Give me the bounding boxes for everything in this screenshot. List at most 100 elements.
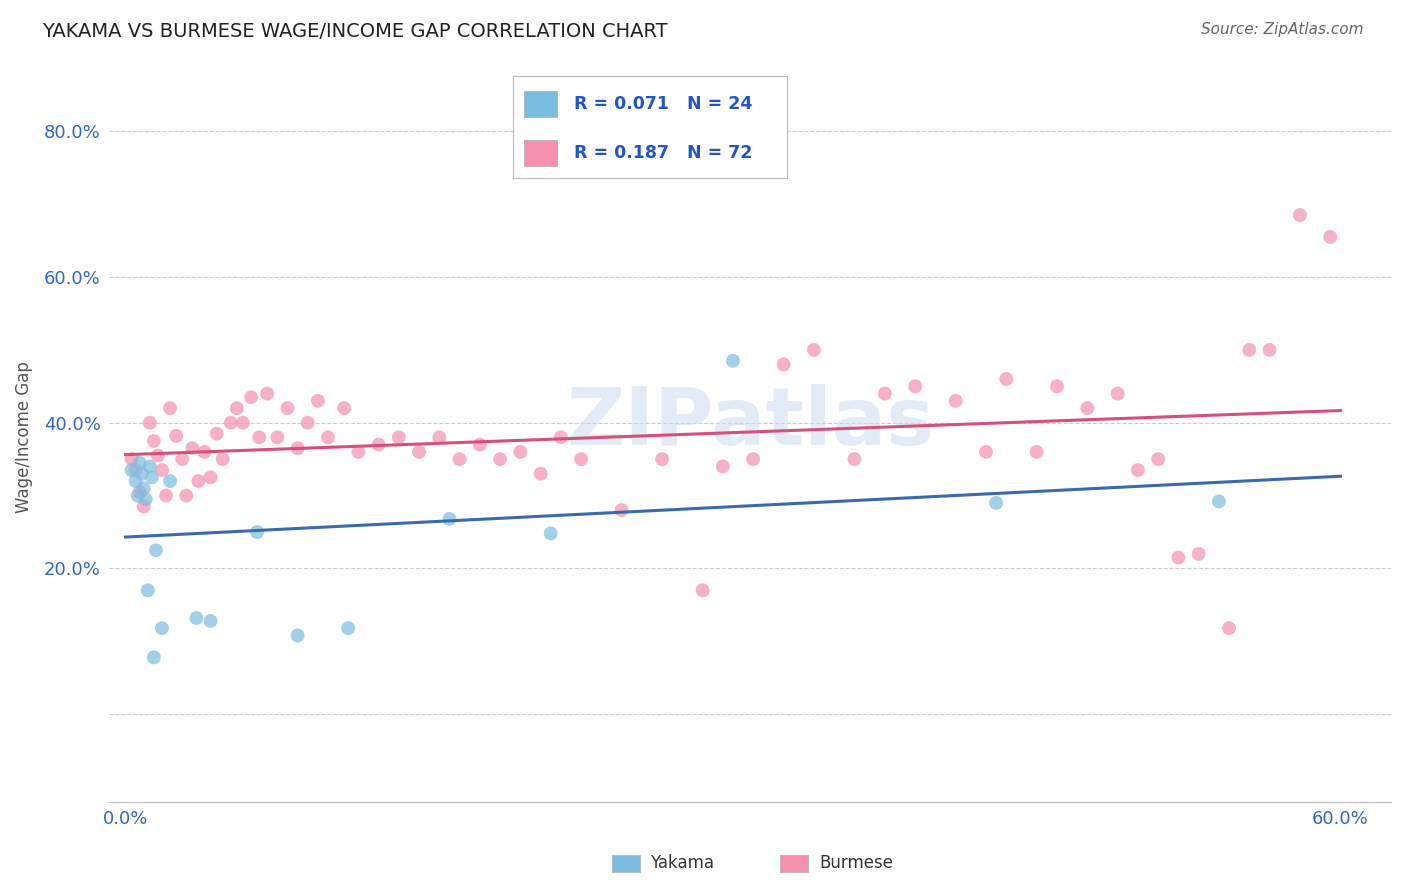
- Point: [509, 445, 531, 459]
- Point: [651, 452, 673, 467]
- Point: [172, 452, 194, 467]
- Text: R = 0.187   N = 72: R = 0.187 N = 72: [574, 145, 752, 162]
- Point: [287, 628, 309, 642]
- Point: [449, 452, 471, 467]
- Text: ZIPatlas: ZIPatlas: [567, 384, 934, 462]
- Point: [121, 463, 143, 477]
- Point: [174, 489, 197, 503]
- Point: [333, 401, 356, 416]
- Bar: [524, 140, 557, 166]
- Point: [276, 401, 298, 416]
- Point: [135, 492, 157, 507]
- Point: [124, 463, 146, 477]
- Point: [266, 430, 288, 444]
- Point: [124, 474, 146, 488]
- Point: [187, 474, 209, 488]
- Point: [132, 500, 155, 514]
- Point: [489, 452, 512, 467]
- Text: YAKAMA VS BURMESE WAGE/INCOME GAP CORRELATION CHART: YAKAMA VS BURMESE WAGE/INCOME GAP CORREL…: [42, 22, 668, 41]
- Point: [1126, 463, 1149, 477]
- Point: [468, 437, 491, 451]
- Point: [873, 386, 896, 401]
- Point: [742, 452, 765, 467]
- Point: [142, 434, 165, 448]
- Point: [127, 489, 149, 503]
- Point: [529, 467, 551, 481]
- Point: [1025, 445, 1047, 459]
- Point: [904, 379, 927, 393]
- Point: [388, 430, 411, 444]
- Point: [569, 452, 592, 467]
- Point: [165, 429, 187, 443]
- Point: [367, 437, 389, 451]
- Point: [139, 459, 162, 474]
- Point: [181, 441, 204, 455]
- Point: [211, 452, 233, 467]
- Point: [1147, 452, 1170, 467]
- Point: [246, 524, 269, 539]
- Point: [232, 416, 254, 430]
- Point: [145, 543, 167, 558]
- Point: [297, 416, 319, 430]
- Point: [1188, 547, 1211, 561]
- Point: [995, 372, 1018, 386]
- Point: [945, 393, 967, 408]
- Point: [427, 430, 450, 444]
- Point: [692, 583, 714, 598]
- Point: [132, 481, 155, 495]
- Point: [128, 456, 150, 470]
- Point: [307, 393, 329, 408]
- Point: [121, 452, 143, 467]
- Point: [128, 485, 150, 500]
- Point: [803, 343, 825, 357]
- Point: [146, 449, 169, 463]
- Text: Burmese: Burmese: [820, 855, 894, 872]
- Point: [136, 583, 159, 598]
- Point: [131, 467, 153, 481]
- Point: [550, 430, 572, 444]
- Point: [711, 459, 734, 474]
- Point: [1239, 343, 1261, 357]
- Point: [1046, 379, 1069, 393]
- Point: [316, 430, 339, 444]
- Point: [159, 474, 181, 488]
- Point: [186, 611, 208, 625]
- Point: [1258, 343, 1281, 357]
- Point: [1289, 208, 1312, 222]
- Point: [540, 526, 562, 541]
- Y-axis label: Wage/Income Gap: Wage/Income Gap: [15, 361, 32, 513]
- Point: [347, 445, 370, 459]
- Point: [142, 650, 165, 665]
- Point: [772, 358, 794, 372]
- Point: [225, 401, 247, 416]
- Point: [986, 496, 1008, 510]
- Point: [256, 386, 278, 401]
- Point: [1167, 550, 1189, 565]
- Point: [1319, 230, 1341, 244]
- Text: Source: ZipAtlas.com: Source: ZipAtlas.com: [1201, 22, 1364, 37]
- Text: Yakama: Yakama: [650, 855, 714, 872]
- Point: [150, 463, 173, 477]
- Point: [200, 470, 222, 484]
- Point: [219, 416, 242, 430]
- Point: [974, 445, 997, 459]
- Point: [337, 621, 360, 635]
- Point: [408, 445, 430, 459]
- Point: [1076, 401, 1098, 416]
- Point: [150, 621, 173, 635]
- Point: [1208, 494, 1230, 508]
- Point: [141, 470, 163, 484]
- Bar: [524, 91, 557, 117]
- Point: [200, 614, 222, 628]
- Text: R = 0.071   N = 24: R = 0.071 N = 24: [574, 95, 752, 113]
- Point: [439, 512, 461, 526]
- Point: [721, 353, 744, 368]
- Point: [844, 452, 866, 467]
- Point: [139, 416, 162, 430]
- Point: [1218, 621, 1240, 635]
- Point: [240, 390, 263, 404]
- Point: [610, 503, 633, 517]
- Point: [247, 430, 270, 444]
- Point: [205, 426, 228, 441]
- Point: [155, 489, 177, 503]
